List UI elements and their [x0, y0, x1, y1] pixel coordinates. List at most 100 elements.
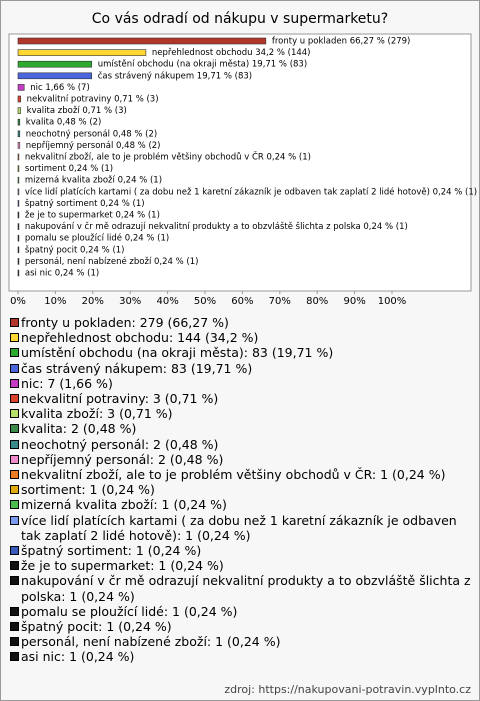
bar: [17, 37, 267, 45]
legend-swatch: [10, 424, 19, 434]
x-tick-label: 10%: [44, 296, 66, 307]
bar: [17, 130, 21, 138]
x-tick-label: 20%: [82, 296, 104, 307]
legend-item: neochotný personál: 2 (0,48 %): [9, 437, 471, 452]
legend-swatch: [10, 378, 19, 388]
legend-swatch: [10, 606, 19, 616]
legend-item: umístění obchodu (na okraji města): 83 (…: [9, 345, 471, 360]
bar: [17, 153, 20, 161]
chart: Co vás odradí od nákupu v supermarketu? …: [8, 11, 477, 307]
legend-label: kvalita: 2 (0,48 %): [21, 421, 137, 437]
bar: [17, 118, 21, 126]
legend-item: personál, není nabízené zboží: 1 (0,24 %…: [9, 634, 471, 649]
bar: [17, 246, 20, 254]
x-tick-label: 0%: [10, 296, 26, 307]
legend-label: že je to supermarket: 1 (0,24 %): [21, 558, 224, 574]
bar: [17, 258, 20, 265]
legend-swatch: [10, 439, 19, 449]
legend-item: špatný pocit: 1 (0,24 %): [9, 619, 471, 634]
legend-item: špatný sortiment: 1 (0,24 %): [9, 543, 471, 558]
x-tick-label: 90%: [343, 296, 365, 307]
bar: [17, 234, 20, 242]
bar-label: fronty u pokladen 66,27 % (279): [272, 37, 411, 47]
bar: [17, 188, 20, 196]
legend-label: nepřehlednost obchodu: 144 (34,2 %): [21, 330, 259, 346]
x-tick-label: 70%: [269, 296, 291, 307]
bar-label: nepříjemný personál 0,48 % (2): [26, 141, 161, 151]
legend-item: nakupování v čr mě odrazují nekvalitní p…: [9, 573, 471, 604]
x-tick-label: 30%: [119, 296, 141, 307]
bar-label: mizerná kvalita zboží 0,24 % (1): [25, 176, 162, 186]
legend-label: kvalita zboží: 3 (0,71 %): [21, 406, 173, 422]
legend-item: kvalita: 2 (0,48 %): [9, 421, 471, 436]
legend-item: sortiment: 1 (0,24 %): [9, 482, 471, 497]
legend-swatch: [10, 333, 19, 343]
bar: [17, 72, 93, 80]
legend-swatch: [10, 348, 19, 358]
source: zdroj: https://nakupovani-potravin.vypln…: [224, 683, 471, 696]
bar: [17, 60, 93, 68]
legend-swatch: [10, 652, 19, 662]
legend-swatch: [10, 394, 19, 404]
chart-title: Co vás odradí od nákupu v supermarketu?: [92, 11, 388, 27]
bar-label: asi nic 0,24 % (1): [25, 269, 99, 279]
bar: [17, 165, 20, 172]
bar-label: personál, není nabízené zboží 0,24 % (1): [25, 256, 199, 267]
legend-label: pomalu se ploužící lidé: 1 (0,24 %): [21, 603, 238, 619]
legend-item: asi nic: 1 (0,24 %): [9, 649, 471, 664]
legend-swatch: [10, 500, 19, 510]
bar: [17, 107, 21, 114]
x-tick-label: 100%: [378, 296, 407, 307]
legend-label: umístění obchodu (na okraji města): 83 (…: [21, 345, 334, 361]
legend-item: pomalu se ploužící lidé: 1 (0,24 %): [9, 604, 471, 619]
bar-label: špatný sortiment 0,24 % (1): [25, 198, 145, 209]
legend-swatch: [10, 637, 19, 647]
bar-label: že je to supermarket 0,24 % (1): [25, 211, 160, 221]
bar-label: sortiment 0,24 % (1): [25, 164, 113, 174]
bar-label: neochotný personál 0,48 % (2): [26, 129, 157, 139]
legend-swatch: [10, 409, 19, 419]
bar-label: nekvalitní potraviny 0,71 % (3): [27, 95, 159, 105]
legend-item: čas strávený nákupem: 83 (19,71 %): [9, 361, 471, 376]
bar-label: nakupování v čr mě odrazují nekvalitní p…: [25, 221, 408, 232]
x-tick-label: 80%: [306, 296, 328, 307]
legend-item: kvalita zboží: 3 (0,71 %): [9, 406, 471, 421]
legend-swatch: [10, 515, 19, 525]
bar: [17, 211, 20, 219]
legend-label: špatný pocit: 1 (0,24 %): [21, 619, 172, 635]
x-tick-label: 40%: [156, 296, 178, 307]
legend-swatch: [10, 622, 19, 632]
bar-label: umístění obchodu (na okraji města) 19,71…: [98, 60, 307, 70]
bar: [17, 269, 20, 277]
bar: [17, 84, 25, 91]
legend-swatch: [10, 454, 19, 464]
legend-item: nekvalitní potraviny: 3 (0,71 %): [9, 391, 471, 406]
bar-label: špatný pocit 0,24 % (1): [25, 244, 125, 255]
legend-swatch: [10, 318, 19, 327]
bar-label: nic 1,66 % (7): [30, 83, 90, 93]
legend-item: mizerná kvalita zboží: 1 (0,24 %): [9, 497, 471, 512]
bar-label: kvalita 0,48 % (2): [26, 118, 102, 128]
x-tick-label: 50%: [194, 296, 216, 307]
legend-label: nekvalitní zboží, ale to je problém větš…: [21, 467, 446, 483]
legend-label: mizerná kvalita zboží: 1 (0,24 %): [21, 497, 227, 513]
bar: [17, 223, 20, 230]
bar-label: pomalu se ploužící lidé 0,24 % (1): [25, 233, 169, 244]
legend-swatch: [10, 485, 19, 495]
bar-label: nepřehlednost obchodu 34,2 % (144): [152, 48, 311, 58]
legend-swatch: [10, 576, 19, 586]
legend-label: nakupování v čr mě odrazují nekvalitní p…: [21, 573, 471, 604]
x-tick-label: 60%: [231, 296, 253, 307]
legend-label: asi nic: 1 (0,24 %): [21, 649, 135, 665]
bar: [17, 95, 21, 103]
legend-item: nekvalitní zboží, ale to je problém větš…: [9, 467, 471, 482]
legend-item: více lidí platících kartami ( za dobu ne…: [9, 513, 471, 543]
legend-item: nepříjemný personál: 2 (0,48 %): [9, 452, 471, 467]
legend-label: neochotný personál: 2 (0,48 %): [21, 436, 219, 452]
legend-label: čas strávený nákupem: 83 (19,71 %): [21, 360, 253, 376]
bar-label: více lidí platících kartami ( za dobu ne…: [25, 186, 477, 197]
legend-label: nekvalitní potraviny: 3 (0,71 %): [21, 391, 219, 407]
legend-item: fronty u pokladen: 279 (66,27 %): [9, 315, 471, 330]
legend-label: fronty u pokladen: 279 (66,27 %): [21, 315, 229, 330]
legend-item: nic: 7 (1,66 %): [9, 376, 471, 391]
